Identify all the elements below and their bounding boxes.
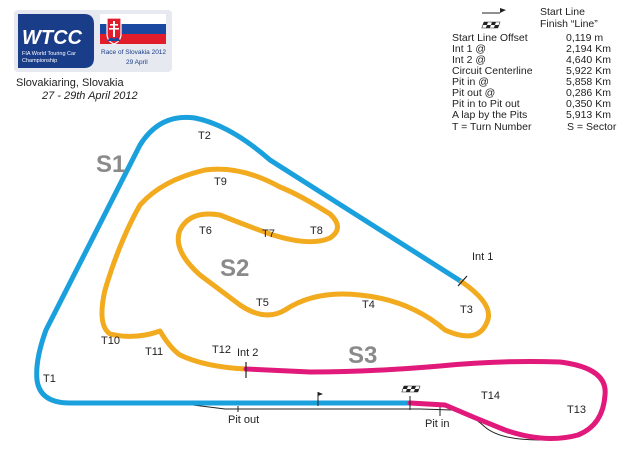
logo-badge	[18, 14, 94, 68]
legend-footer-sector: S = Sector	[567, 121, 617, 133]
logo-subtitle-2: Championship	[22, 58, 57, 64]
turn-label: T7	[262, 228, 275, 240]
legend-row-value: 0,286 Km	[566, 87, 611, 99]
start-line-icon	[317, 392, 323, 406]
sector-1-label: S1	[96, 151, 125, 178]
legend-row-value: 2,194 Km	[566, 43, 611, 55]
legend-row-value: 0,350 Km	[566, 98, 611, 110]
legend-row-value: 4,640 Km	[566, 54, 611, 66]
legend-finish-line: Finish “Line”	[540, 18, 598, 30]
turn-label: T8	[310, 225, 323, 237]
turn-label: T6	[199, 225, 212, 237]
turn-label: T10	[101, 335, 120, 347]
turn-label: T4	[362, 299, 375, 311]
legend-row-label: Pit out @	[452, 87, 495, 99]
event-dates: 27 - 29th April 2012	[41, 90, 138, 102]
pit-out-label: Pit out	[228, 414, 259, 426]
sector-3-track	[243, 359, 608, 441]
finish-flag-icon	[401, 385, 421, 410]
legend-start-line: Start Line	[540, 6, 585, 18]
turn-label: T12	[212, 344, 231, 356]
turn-label: T11	[145, 346, 163, 358]
sector-2-track	[99, 166, 491, 372]
logo-subtitle-1: FIA World Touring Car	[22, 51, 76, 57]
event-venue: Slovakiaring, Slovakia	[16, 77, 124, 89]
legend-row-label: Pit in to Pit out	[452, 98, 520, 110]
logo-race-date: 29 April	[126, 59, 148, 66]
legend-row-label: Circuit Centerline	[452, 65, 533, 77]
legend-row-label: Start Line Offset	[452, 32, 528, 44]
start-line-icon	[482, 8, 506, 14]
slovakia-flag-icon	[100, 14, 166, 45]
legend: Start Line Finish “Line” Start Line Offs…	[452, 6, 617, 133]
turn-label: T3	[460, 304, 473, 316]
sector-2-label: S2	[220, 255, 249, 282]
logo-wordmark: WTCC	[22, 27, 83, 49]
legend-row-label: A lap by the Pits	[452, 109, 527, 121]
int-1-label: Int 1	[472, 251, 493, 263]
wtcc-logo: WTCC FIA World Touring Car Championship …	[14, 10, 172, 72]
legend-row-label: Pit in @	[452, 76, 489, 88]
legend-footer-turn: T = Turn Number	[452, 121, 532, 133]
pit-in-label: Pit in	[425, 418, 449, 430]
int-2-label: Int 2	[237, 347, 258, 359]
turn-label: T1	[43, 373, 56, 385]
sector-3-label: S3	[348, 342, 377, 369]
turn-label: T5	[256, 297, 269, 309]
logo-race-name: Race of Slovakia 2012	[101, 49, 166, 56]
legend-row-value: 5,922 Km	[566, 65, 611, 77]
finish-flag-icon	[481, 21, 501, 29]
legend-row-value: 5,913 Km	[566, 109, 611, 121]
turn-label: T14	[481, 390, 500, 402]
turn-label: T9	[214, 176, 227, 188]
legend-row-label: Int 1 @	[452, 43, 486, 55]
turn-label: T2	[198, 130, 211, 142]
legend-row-value: 5,858 Km	[566, 76, 611, 88]
legend-row-value: 0,119 m	[566, 32, 603, 44]
int-1-marker	[457, 275, 468, 287]
sector-1-track	[34, 114, 465, 406]
legend-row-label: Int 2 @	[452, 54, 486, 66]
turn-label: T13	[567, 404, 586, 416]
